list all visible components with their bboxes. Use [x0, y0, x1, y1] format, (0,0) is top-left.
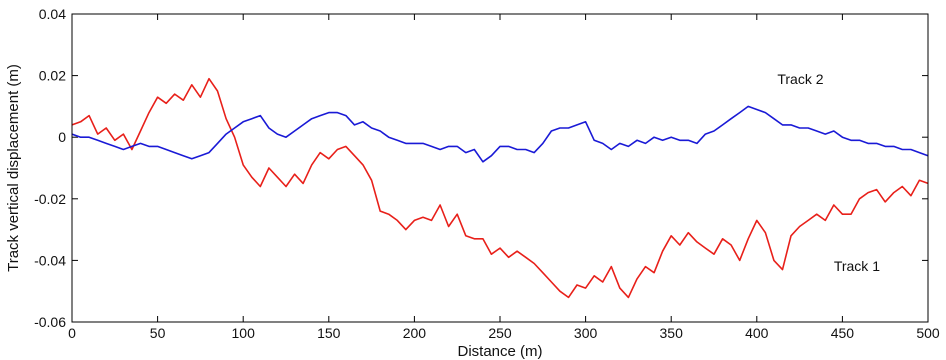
x-tick-label: 450	[831, 325, 855, 341]
y-tick-label: -0.06	[34, 314, 66, 330]
x-tick-label: 300	[574, 325, 598, 341]
x-tick-label: 150	[317, 325, 341, 341]
plot-frame	[71, 13, 929, 323]
x-tick-label: 400	[745, 325, 769, 341]
y-axis-label: Track vertical displacement (m)	[5, 64, 22, 272]
y-tick-label: 0.02	[39, 68, 66, 84]
axis-ticks: 0 50 100 150 200 250 300 350 400 450 500 -0.06 -0.04…	[34, 6, 940, 341]
x-tick-label: 50	[150, 325, 166, 341]
series-line-track-1	[71, 77, 929, 299]
annotations: Track 1 Track 2	[777, 71, 880, 274]
annotation-track-2: Track 2	[777, 71, 823, 87]
x-tick-label: 200	[403, 325, 427, 341]
y-tick-label: 0	[58, 129, 66, 145]
x-tick-label: 0	[68, 325, 76, 341]
y-tick-label: 0.04	[39, 6, 66, 22]
series-lines	[71, 77, 929, 299]
x-tick-label: 250	[488, 325, 512, 341]
x-tick-label: 500	[916, 325, 940, 341]
series-line-track-2	[71, 105, 929, 163]
x-axis-label: Distance (m)	[457, 343, 542, 360]
y-tick-label: -0.04	[34, 252, 66, 268]
y-tick-label: -0.02	[34, 191, 66, 207]
x-tick-label: 350	[660, 325, 684, 341]
annotation-track-1: Track 1	[834, 258, 880, 274]
x-tick-label: 100	[232, 325, 256, 341]
